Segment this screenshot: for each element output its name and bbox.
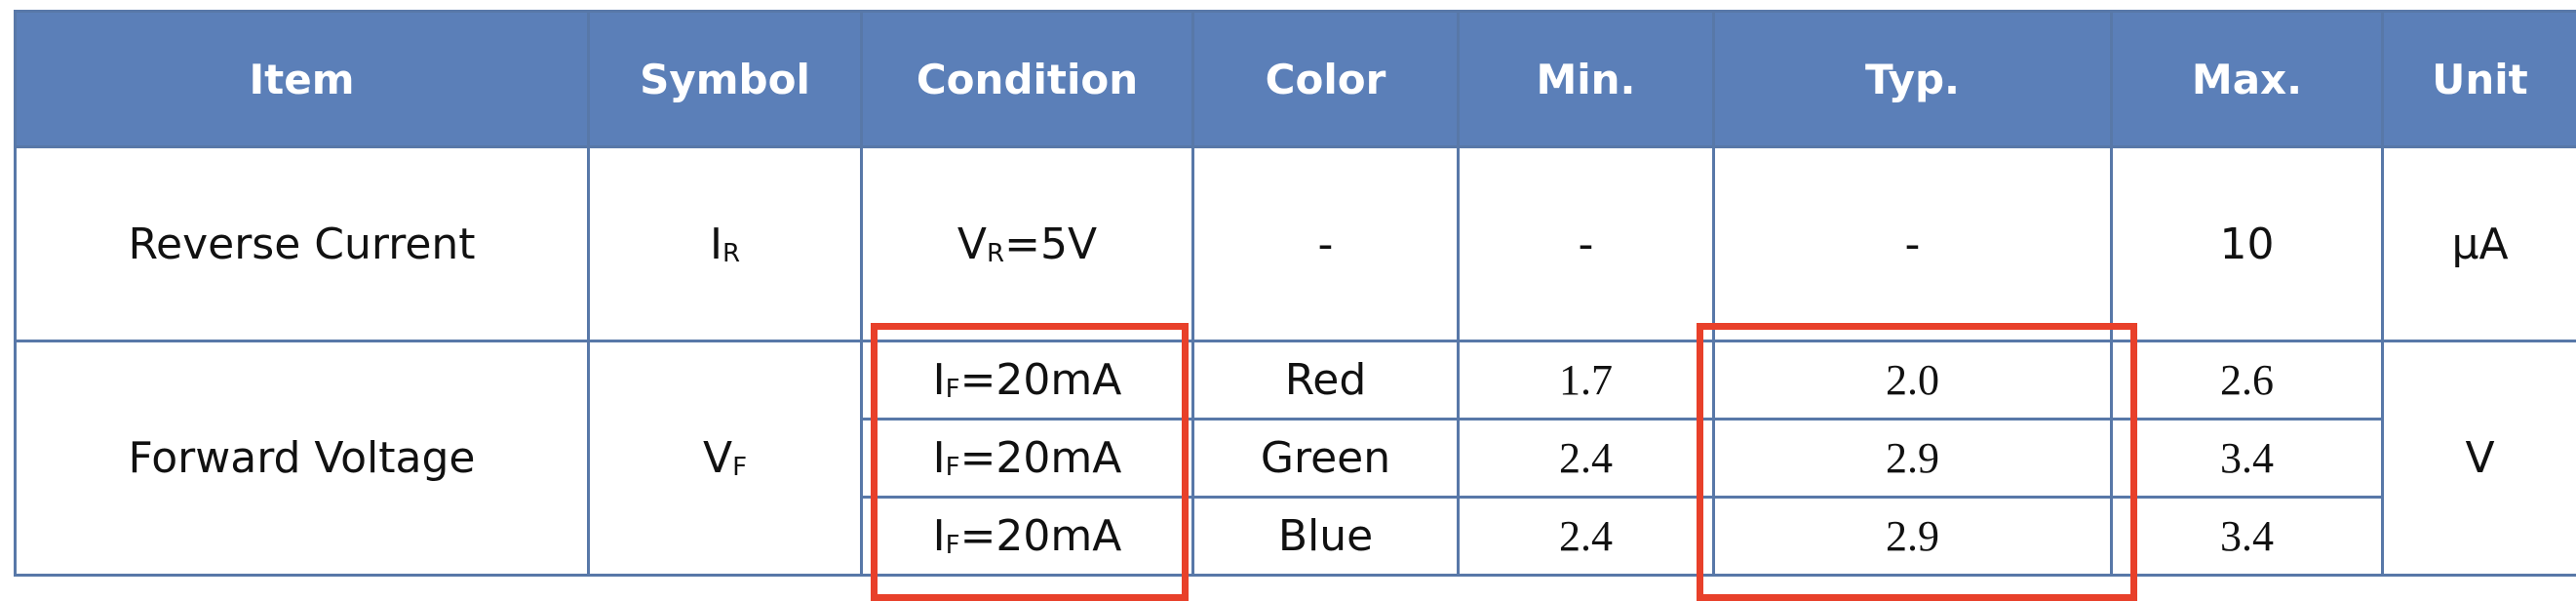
cell-typ: - <box>1714 147 2112 341</box>
header-unit: Unit <box>2383 12 2576 147</box>
symbol-sub: F <box>732 453 747 482</box>
cell-condition: IF=20mA <box>862 420 1193 498</box>
header-condition: Condition <box>862 12 1193 147</box>
header-row: Item Symbol Condition Color Min. Typ. Ma… <box>16 12 2576 147</box>
cell-color: Green <box>1193 420 1459 498</box>
cell-max: 2.6 <box>2112 341 2383 420</box>
condition-value: =20mA <box>960 511 1122 561</box>
condition-value: =20mA <box>960 355 1122 405</box>
cell-condition: VR=5V <box>862 147 1193 341</box>
condition-sub: F <box>946 453 960 482</box>
symbol-main: V <box>703 433 732 483</box>
condition-main: I <box>933 433 946 483</box>
cell-unit: V <box>2383 341 2576 576</box>
cell-condition: IF=20mA <box>862 341 1193 420</box>
table-row-reverse-current: Reverse Current IR VR=5V - - - 10 μA <box>16 147 2576 341</box>
condition-main: V <box>957 220 987 269</box>
condition-main: I <box>933 511 946 561</box>
table-row-forward-red: Forward Voltage VF IF=20mA Red 1.7 2.0 2… <box>16 341 2576 420</box>
cell-min: - <box>1459 147 1714 341</box>
cell-min: 2.4 <box>1459 498 1714 576</box>
cell-color: Red <box>1193 341 1459 420</box>
condition-main: I <box>933 355 946 405</box>
cell-typ: 2.0 <box>1714 341 2112 420</box>
cell-min: 2.4 <box>1459 420 1714 498</box>
cell-typ: 2.9 <box>1714 420 2112 498</box>
condition-value: =20mA <box>960 433 1122 483</box>
cell-item: Forward Voltage <box>16 341 589 576</box>
cell-symbol: IR <box>589 147 862 341</box>
header-min: Min. <box>1459 12 1714 147</box>
cell-typ: 2.9 <box>1714 498 2112 576</box>
condition-sub: R <box>987 239 1004 268</box>
cell-symbol: VF <box>589 341 862 576</box>
condition-sub: F <box>946 375 960 404</box>
cell-min: 1.7 <box>1459 341 1714 420</box>
symbol-sub: R <box>722 239 740 268</box>
cell-max: 3.4 <box>2112 420 2383 498</box>
cell-item: Reverse Current <box>16 147 589 341</box>
header-item: Item <box>16 12 589 147</box>
cell-color: Blue <box>1193 498 1459 576</box>
symbol-main: I <box>710 220 722 269</box>
header-typ: Typ. <box>1714 12 2112 147</box>
condition-value: =5V <box>1004 220 1097 269</box>
cell-unit: μA <box>2383 147 2576 341</box>
led-spec-table: Item Symbol Condition Color Min. Typ. Ma… <box>14 10 2576 577</box>
cell-color: - <box>1193 147 1459 341</box>
header-symbol: Symbol <box>589 12 862 147</box>
cell-max: 10 <box>2112 147 2383 341</box>
condition-sub: F <box>946 531 960 560</box>
header-max: Max. <box>2112 12 2383 147</box>
cell-condition: IF=20mA <box>862 498 1193 576</box>
cell-max: 3.4 <box>2112 498 2383 576</box>
header-color: Color <box>1193 12 1459 147</box>
